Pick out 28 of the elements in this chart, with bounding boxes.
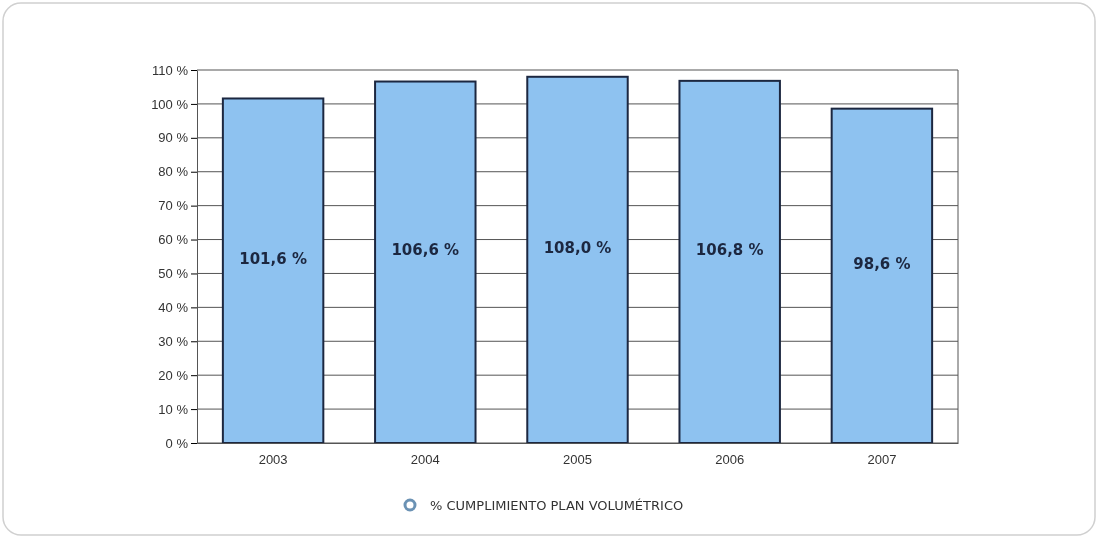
bar [526, 75, 629, 444]
y-tick-label: 30 % [158, 333, 189, 349]
y-tick-label: 0 % [165, 435, 189, 451]
y-tick-label: 70 % [158, 198, 189, 214]
y-tick-label: 100 % [151, 96, 189, 112]
data-label: 106,8 % [695, 240, 764, 259]
data-label: 101,6 % [239, 249, 307, 268]
y-tick-label: 90 % [158, 130, 189, 146]
x-tick-label: 2007 [867, 452, 897, 468]
data-label: 106,6 % [391, 241, 460, 260]
y-tick-label: 110 % [152, 62, 189, 78]
data-label: 108,0 % [543, 238, 612, 257]
y-tick-label: 40 % [158, 300, 189, 316]
y-tick-label: 10 % [158, 401, 189, 417]
bar [830, 107, 934, 444]
x-tick-label: 2004 [410, 452, 440, 468]
bar [678, 79, 781, 444]
text: % CUMPLIMIENTO PLAN VOLUMÉTRICO [430, 498, 684, 513]
x-tick-label: 2005 [563, 452, 592, 468]
x-tick-label: 2006 [715, 452, 745, 468]
bar [221, 97, 325, 444]
x-tick-label: 2003 [258, 452, 288, 468]
y-tick-label: 50 % [158, 266, 189, 282]
y-tick-label: 80 % [158, 164, 189, 180]
y-tick-label: 20 % [158, 367, 189, 383]
bar [374, 80, 477, 444]
y-tick-label: 60 % [158, 232, 189, 248]
data-label: 98,6 % [853, 255, 911, 274]
